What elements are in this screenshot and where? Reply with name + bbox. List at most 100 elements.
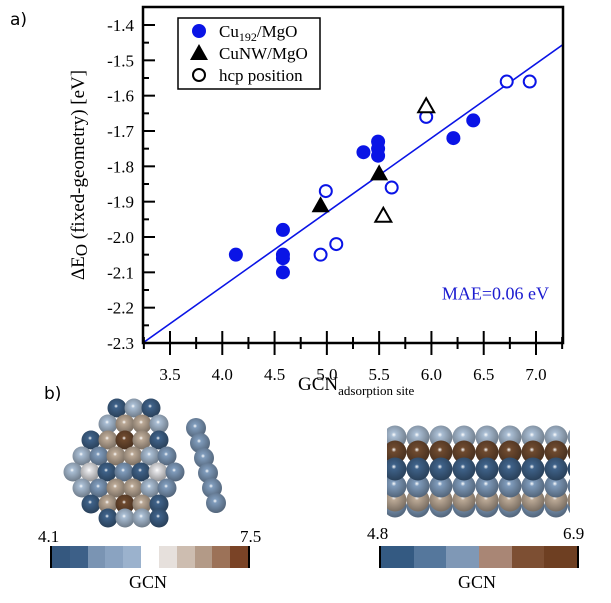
atom <box>475 457 499 481</box>
y-axis-label: ΔEO (fixed-geometry) [eV] <box>68 70 91 280</box>
colorbar-segment <box>413 546 447 568</box>
atom <box>157 478 177 498</box>
colorbar-nw-max: 6.9 <box>563 524 585 543</box>
atom <box>131 462 151 482</box>
atom <box>106 446 126 466</box>
atom <box>98 414 118 434</box>
atom <box>72 446 92 466</box>
atom <box>149 494 169 514</box>
atom <box>115 494 135 514</box>
atom <box>190 433 210 453</box>
data-point-filled-circle <box>356 145 371 160</box>
atom <box>140 478 160 498</box>
mae-annotation: MAE=0.06 eV <box>442 284 549 304</box>
data-point-filled-triangle <box>311 196 330 213</box>
x-tick-label: 5.0 <box>316 365 337 384</box>
data-point-filled-circle <box>275 265 290 280</box>
atom <box>383 457 407 481</box>
atom <box>148 462 168 482</box>
colorbar-segment <box>141 546 159 568</box>
y-tick-label: -1.8 <box>107 157 134 176</box>
colorbar-segment <box>230 546 248 568</box>
atom <box>132 430 152 450</box>
y-tick-label: -1.4 <box>107 16 134 35</box>
y-tick-label: -1.5 <box>107 51 134 70</box>
atom <box>149 414 169 434</box>
colorbar-segment <box>123 546 142 568</box>
atom <box>498 474 522 498</box>
data-point-open-circle <box>313 247 328 262</box>
atom <box>383 440 407 464</box>
atom <box>521 440 545 464</box>
atom <box>98 430 118 450</box>
atom <box>186 418 206 438</box>
colorbar-segment <box>479 546 512 568</box>
legend-marker-filled-circle <box>192 24 206 38</box>
atom <box>406 474 430 498</box>
colorbar-segment <box>511 546 545 568</box>
x-axis-label: GCNadsorption site <box>298 374 415 398</box>
atom <box>429 474 453 498</box>
y-tick-label: -1.9 <box>107 193 134 212</box>
colorbar-np-max: 7.5 <box>240 527 262 546</box>
panel-b-label: b) <box>44 384 62 404</box>
x-tick-label: 4.0 <box>212 365 233 384</box>
data-point-open-circle <box>384 180 399 195</box>
y-tick-label: -2.3 <box>107 334 134 353</box>
x-tick-label: 3.5 <box>159 365 180 384</box>
x-tick-label: 7.0 <box>525 365 546 384</box>
atom <box>429 440 453 464</box>
colorbar-np-min: 4.1 <box>38 527 60 546</box>
atom <box>452 457 476 481</box>
y-tick-label: -2.2 <box>107 299 134 318</box>
atom <box>98 494 118 514</box>
legend-label: Cu192/MgO <box>219 22 297 44</box>
colorbar-segment <box>212 546 231 568</box>
atom <box>475 474 499 498</box>
atom <box>98 508 118 528</box>
data-point-filled-circle <box>466 113 481 128</box>
data-point-filled-triangle <box>370 164 389 181</box>
atom <box>81 430 101 450</box>
atom <box>383 474 407 498</box>
atom <box>115 508 135 528</box>
atom <box>89 478 109 498</box>
atom <box>123 446 143 466</box>
data-point-filled-circle <box>275 222 290 237</box>
colorbar-segment <box>87 546 106 568</box>
colorbar-nanoparticle <box>50 546 250 568</box>
y-tick-label: -2.0 <box>107 228 134 247</box>
atom <box>165 462 185 482</box>
atom <box>194 448 214 468</box>
atom <box>106 478 126 498</box>
data-point-open-circle <box>318 184 333 199</box>
colorbar-segment <box>158 546 177 568</box>
atom <box>124 398 144 418</box>
atom <box>475 440 499 464</box>
atom <box>149 430 169 450</box>
x-tick-label: 4.5 <box>264 365 285 384</box>
atom <box>115 414 135 434</box>
atom <box>132 494 152 514</box>
data-point-open-triangle <box>416 96 436 114</box>
data-point-open-circle <box>522 74 537 89</box>
atom <box>107 398 127 418</box>
atom <box>72 478 92 498</box>
atom <box>206 493 226 513</box>
atom <box>115 430 135 450</box>
atom <box>498 457 522 481</box>
data-point-open-triangle <box>373 205 394 223</box>
atom <box>97 462 117 482</box>
x-tick-label: 6.0 <box>421 365 442 384</box>
legend-marker-filled-triangle <box>190 44 208 60</box>
panel-a-label: a) <box>10 10 28 30</box>
data-point-open-circle <box>329 237 344 252</box>
colorbar-nw-min: 4.8 <box>367 524 389 543</box>
colorbar-segment <box>105 546 124 568</box>
atom <box>406 440 430 464</box>
atom <box>544 440 568 464</box>
legend-marker-open-circle <box>192 68 206 82</box>
legend-label: CuNW/MgO <box>219 44 308 63</box>
y-tick-label: -1.7 <box>107 122 134 141</box>
